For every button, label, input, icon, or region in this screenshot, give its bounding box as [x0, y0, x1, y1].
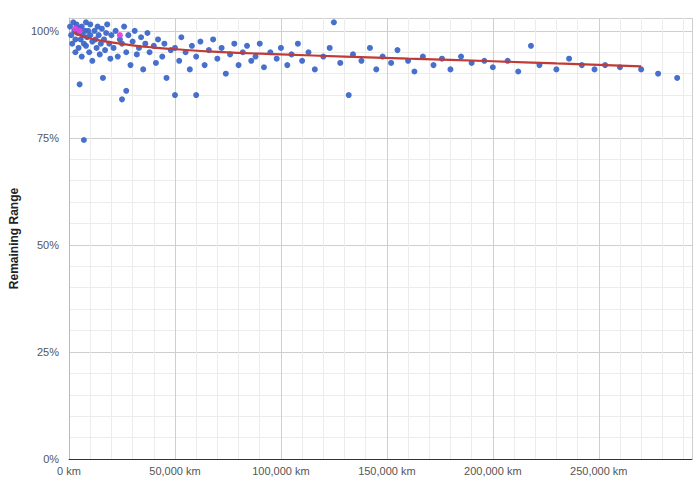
- svg-text:0%: 0%: [43, 453, 59, 465]
- svg-text:200,000 km: 200,000 km: [464, 465, 521, 477]
- svg-text:0 km: 0 km: [57, 465, 81, 477]
- svg-text:50%: 50%: [37, 239, 59, 251]
- svg-text:250,000 km: 250,000 km: [570, 465, 627, 477]
- svg-text:50,000 km: 50,000 km: [149, 465, 200, 477]
- svg-text:25%: 25%: [37, 346, 59, 358]
- svg-text:100%: 100%: [31, 25, 59, 37]
- svg-text:100,000 km: 100,000 km: [252, 465, 309, 477]
- svg-text:150,000 km: 150,000 km: [358, 465, 415, 477]
- svg-text:75%: 75%: [37, 132, 59, 144]
- svg-text:Remaining Range: Remaining Range: [7, 188, 21, 290]
